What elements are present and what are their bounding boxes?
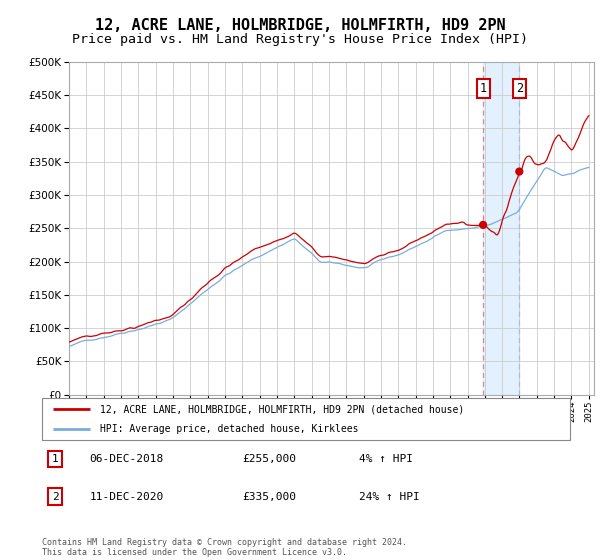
Text: 24% ↑ HPI: 24% ↑ HPI: [359, 492, 419, 502]
Text: £255,000: £255,000: [242, 454, 296, 464]
Point: [515, 167, 524, 176]
Text: £335,000: £335,000: [242, 492, 296, 502]
Text: 11-DEC-2020: 11-DEC-2020: [89, 492, 164, 502]
Text: 2: 2: [52, 492, 59, 502]
Text: 1: 1: [479, 82, 487, 95]
Text: 4% ↑ HPI: 4% ↑ HPI: [359, 454, 413, 464]
Text: 12, ACRE LANE, HOLMBRIDGE, HOLMFIRTH, HD9 2PN: 12, ACRE LANE, HOLMBRIDGE, HOLMFIRTH, HD…: [95, 18, 505, 32]
Point: [478, 221, 488, 230]
Bar: [483, 62, 520, 395]
Text: 06-DEC-2018: 06-DEC-2018: [89, 454, 164, 464]
Text: HPI: Average price, detached house, Kirklees: HPI: Average price, detached house, Kirk…: [100, 424, 359, 434]
Text: 1: 1: [52, 454, 59, 464]
Text: 2: 2: [516, 82, 523, 95]
FancyBboxPatch shape: [42, 398, 570, 440]
Text: Contains HM Land Registry data © Crown copyright and database right 2024.
This d: Contains HM Land Registry data © Crown c…: [42, 538, 407, 557]
Text: Price paid vs. HM Land Registry's House Price Index (HPI): Price paid vs. HM Land Registry's House …: [72, 32, 528, 46]
Text: 12, ACRE LANE, HOLMBRIDGE, HOLMFIRTH, HD9 2PN (detached house): 12, ACRE LANE, HOLMBRIDGE, HOLMFIRTH, HD…: [100, 404, 464, 414]
